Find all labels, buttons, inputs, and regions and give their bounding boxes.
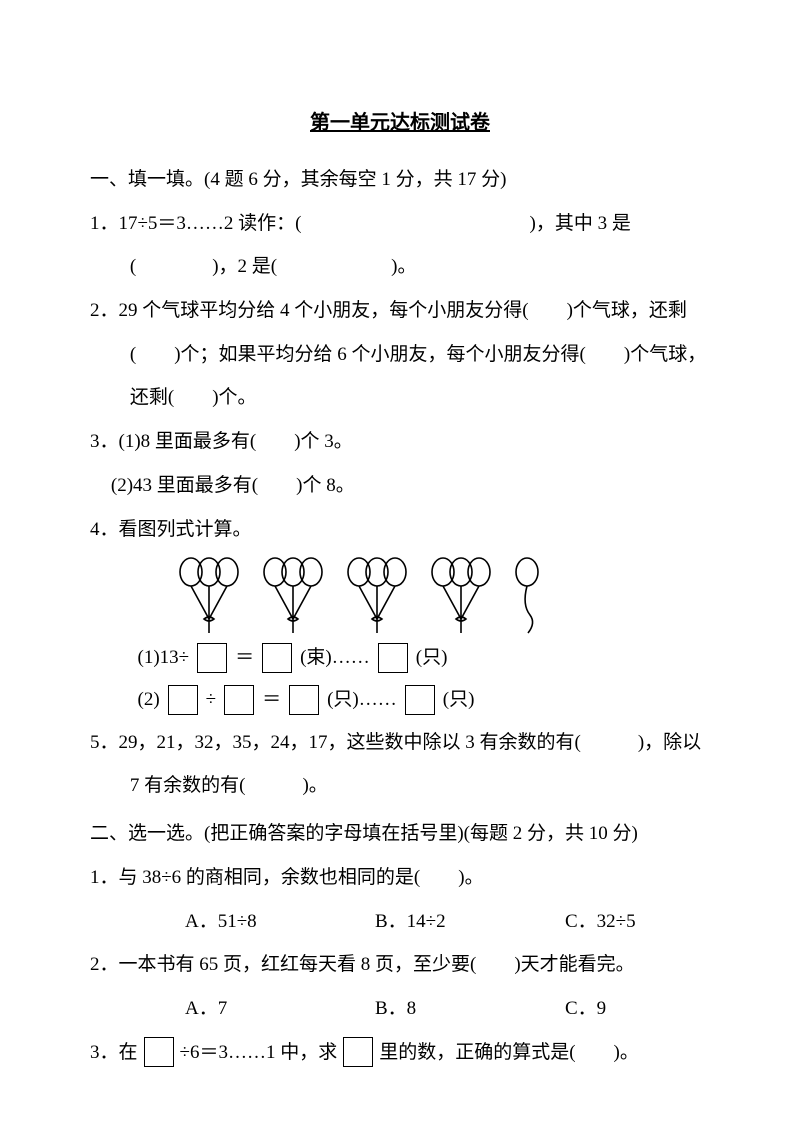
section-2-heading: 二、选一选。(把正确答案的字母填在括号里)(每题 2 分，共 10 分) [90, 812, 710, 856]
option-c: C．32÷5 [565, 900, 705, 944]
blank-box [168, 685, 198, 715]
blank-box [405, 685, 435, 715]
s2-q1: 1．与 38÷6 的商相同，余数也相同的是( )。 [90, 856, 710, 900]
q3-1: 3．(1)8 里面最多有( )个 3。 [90, 420, 710, 464]
eq-text: ＝ [262, 679, 281, 721]
blank-box [144, 1037, 174, 1067]
q3-part-b: ÷6＝3……1 中，求 [180, 1031, 338, 1075]
s2-q2-options: A．7 B．8 C．9 [90, 987, 710, 1031]
balloon-bundle-icon [260, 557, 326, 635]
page: 第一单元达标测试卷 一、填一填。(4 题 6 分，其余每空 1 分，共 17 分… [0, 0, 800, 1131]
q4-eq1: (1)13÷ ＝ (束)…… (只) [90, 637, 710, 679]
eq-text: (只) [443, 679, 475, 721]
blank-box [262, 643, 292, 673]
balloon-figure [90, 557, 710, 635]
s2-q3: 3．在 ÷6＝3……1 中，求 里的数，正确的算式是( )。 [90, 1031, 710, 1075]
section-1: 一、填一填。(4 题 6 分，其余每空 1 分，共 17 分) 1．17÷5＝3… [90, 158, 710, 808]
q5: 5．29，21，32，35，24，17，这些数中除以 3 有余数的有( )，除以… [90, 721, 710, 808]
q4-eq2: (2) ÷ ＝ (只)…… (只) [90, 679, 710, 721]
section-2: 二、选一选。(把正确答案的字母填在括号里)(每题 2 分，共 10 分) 1．与… [90, 812, 710, 1074]
balloon-bundle-icon [428, 557, 494, 635]
option-b: B．14÷2 [375, 900, 565, 944]
section-1-heading: 一、填一填。(4 题 6 分，其余每空 1 分，共 17 分) [90, 158, 710, 202]
q3-part-c: 里的数，正确的算式是( )。 [379, 1031, 639, 1075]
balloon-bundle-icon [176, 557, 242, 635]
eq-text: (1)13÷ [138, 637, 190, 679]
blank-box [378, 643, 408, 673]
blank-box [197, 643, 227, 673]
q3-2: (2)43 里面最多有( )个 8。 [90, 464, 710, 508]
balloon-bundle-icon [344, 557, 410, 635]
s2-q1-options: A．51÷8 B．14÷2 C．32÷5 [90, 900, 710, 944]
balloon-single-icon [512, 557, 542, 635]
q3-part-a: 3．在 [90, 1031, 138, 1075]
option-a: A．51÷8 [185, 900, 375, 944]
eq-text: (只)…… [327, 679, 397, 721]
q4: 4．看图列式计算。 [90, 508, 710, 552]
eq-text: (2) [138, 679, 160, 721]
option-b: B．8 [375, 987, 565, 1031]
eq-text: ÷ [206, 679, 216, 721]
page-title: 第一单元达标测试卷 [90, 100, 710, 146]
eq-text: (只) [416, 637, 448, 679]
option-c: C．9 [565, 987, 705, 1031]
eq-text: ＝ [235, 637, 254, 679]
blank-box [343, 1037, 373, 1067]
q2: 2．29 个气球平均分给 4 个小朋友，每个小朋友分得( )个气球，还剩( )个… [90, 289, 710, 420]
s2-q2: 2．一本书有 65 页，红红每天看 8 页，至少要( )天才能看完。 [90, 943, 710, 987]
q1: 1．17÷5＝3……2 读作：( )，其中 3 是 ( )，2 是( )。 [90, 202, 710, 289]
blank-box [289, 685, 319, 715]
eq-text: (束)…… [300, 637, 370, 679]
blank-box [224, 685, 254, 715]
option-a: A．7 [185, 987, 375, 1031]
